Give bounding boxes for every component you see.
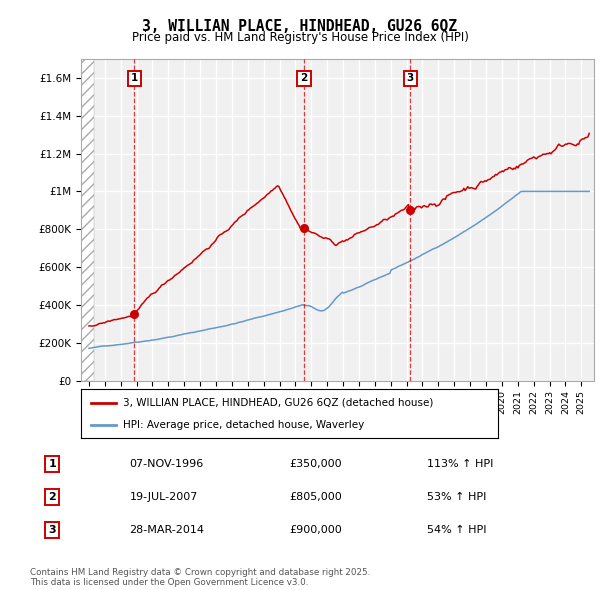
Text: 3, WILLIAN PLACE, HINDHEAD, GU26 6QZ: 3, WILLIAN PLACE, HINDHEAD, GU26 6QZ bbox=[143, 19, 458, 34]
Text: £805,000: £805,000 bbox=[289, 492, 342, 502]
Text: 07-NOV-1996: 07-NOV-1996 bbox=[130, 460, 203, 469]
Bar bbox=[81, 59, 94, 381]
Text: 3: 3 bbox=[48, 525, 56, 535]
Text: £900,000: £900,000 bbox=[289, 525, 342, 535]
Text: £350,000: £350,000 bbox=[289, 460, 342, 469]
Text: Contains HM Land Registry data © Crown copyright and database right 2025.
This d: Contains HM Land Registry data © Crown c… bbox=[30, 568, 370, 587]
Text: 28-MAR-2014: 28-MAR-2014 bbox=[130, 525, 205, 535]
Text: 3, WILLIAN PLACE, HINDHEAD, GU26 6QZ (detached house): 3, WILLIAN PLACE, HINDHEAD, GU26 6QZ (de… bbox=[123, 398, 433, 408]
Text: 1: 1 bbox=[48, 460, 56, 469]
Text: 54% ↑ HPI: 54% ↑ HPI bbox=[427, 525, 487, 535]
Text: HPI: Average price, detached house, Waverley: HPI: Average price, detached house, Wave… bbox=[123, 419, 364, 430]
Text: 2: 2 bbox=[48, 492, 56, 502]
Text: 113% ↑ HPI: 113% ↑ HPI bbox=[427, 460, 494, 469]
Text: 53% ↑ HPI: 53% ↑ HPI bbox=[427, 492, 487, 502]
Text: Price paid vs. HM Land Registry's House Price Index (HPI): Price paid vs. HM Land Registry's House … bbox=[131, 31, 469, 44]
Bar bbox=[81, 59, 94, 381]
Text: 2: 2 bbox=[301, 74, 308, 83]
Text: 3: 3 bbox=[407, 74, 414, 83]
Text: 19-JUL-2007: 19-JUL-2007 bbox=[130, 492, 198, 502]
Text: 1: 1 bbox=[131, 74, 138, 83]
